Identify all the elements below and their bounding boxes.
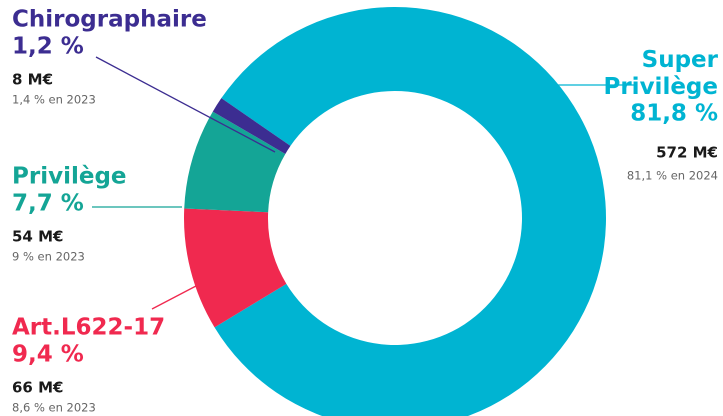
donut-segment [184, 111, 286, 213]
value-label: 1,2 % [12, 34, 84, 60]
category-label: Chirographaire [12, 7, 207, 33]
category-label: Art.L622-17 [12, 315, 165, 341]
callout-line [151, 285, 197, 310]
value-label: 9,4 % [12, 342, 84, 368]
amount-label: 54 M€ [12, 228, 63, 246]
previous-label: 1,4 % en 2023 [12, 93, 96, 107]
amount-label: 66 M€ [12, 379, 63, 397]
category-label: Privilège [12, 164, 127, 190]
previous-label: 8,6 % en 2023 [12, 401, 96, 415]
donut-segment [184, 208, 287, 328]
previous-label: 81,1 % en 2024 [627, 169, 718, 183]
donut-segment [214, 7, 606, 416]
category-label: Super Privilège [603, 47, 718, 100]
amount-label: 572 M€ [656, 144, 718, 162]
value-label: 7,7 % [12, 191, 84, 217]
donut-segment [212, 98, 291, 154]
callout-line [95, 56, 276, 153]
previous-label: 9 % en 2023 [12, 250, 85, 264]
amount-label: 8 M€ [12, 71, 53, 89]
value-label: 81,8 % [630, 101, 718, 127]
